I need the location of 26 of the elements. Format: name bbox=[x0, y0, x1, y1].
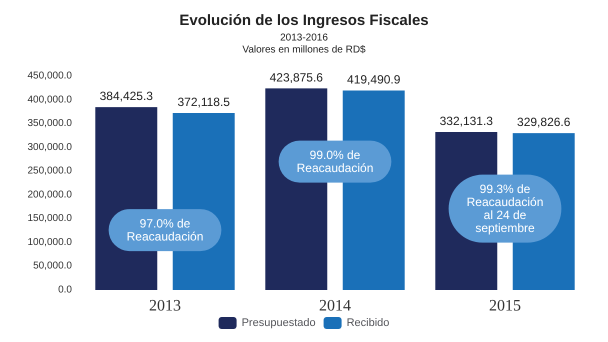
x-tick-label: 2015 bbox=[489, 298, 521, 314]
chart-subtitle: 2013-2016 Valores en millones de RD$ bbox=[242, 32, 366, 56]
y-tick-label: 200,000.0 bbox=[28, 189, 72, 200]
legend-label: Recibido bbox=[346, 317, 390, 329]
annotation: 99.3% de Reacaudación al 24 de septiembre bbox=[466, 182, 544, 236]
y-tick-label: 450,000.0 bbox=[28, 70, 72, 82]
y-tick-label: 150,000.0 bbox=[28, 213, 72, 224]
annotation: 97.0% de Reacaudación bbox=[126, 216, 204, 244]
data-label: 419,490.9 bbox=[347, 72, 401, 87]
data-label: 332,131.3 bbox=[440, 114, 494, 128]
y-tick-label: 0.0 bbox=[58, 284, 72, 296]
data-label: 329,826.6 bbox=[517, 115, 571, 130]
y-tick-label: 250,000.0 bbox=[28, 166, 72, 177]
y-tick-label: 350,000.0 bbox=[28, 118, 72, 130]
y-tick-label: 400,000.0 bbox=[28, 94, 72, 106]
data-label: 384,425.3 bbox=[100, 89, 154, 104]
data-label: 372,118.5 bbox=[177, 95, 230, 110]
x-tick-label: 2013 bbox=[149, 298, 181, 314]
data-label: 423,875.6 bbox=[270, 70, 324, 84]
legend-label: Presupuestado bbox=[242, 317, 316, 329]
annotation: 99.0% de Reacaudación bbox=[296, 148, 374, 176]
x-tick-label: 2014 bbox=[319, 298, 351, 314]
y-tick-label: 50,000.0 bbox=[33, 260, 72, 272]
y-tick-label: 300,000.0 bbox=[28, 142, 72, 153]
y-tick-label: 100,000.0 bbox=[28, 236, 72, 248]
chart-title: Evolución de los Ingresos Fiscales bbox=[179, 12, 429, 29]
